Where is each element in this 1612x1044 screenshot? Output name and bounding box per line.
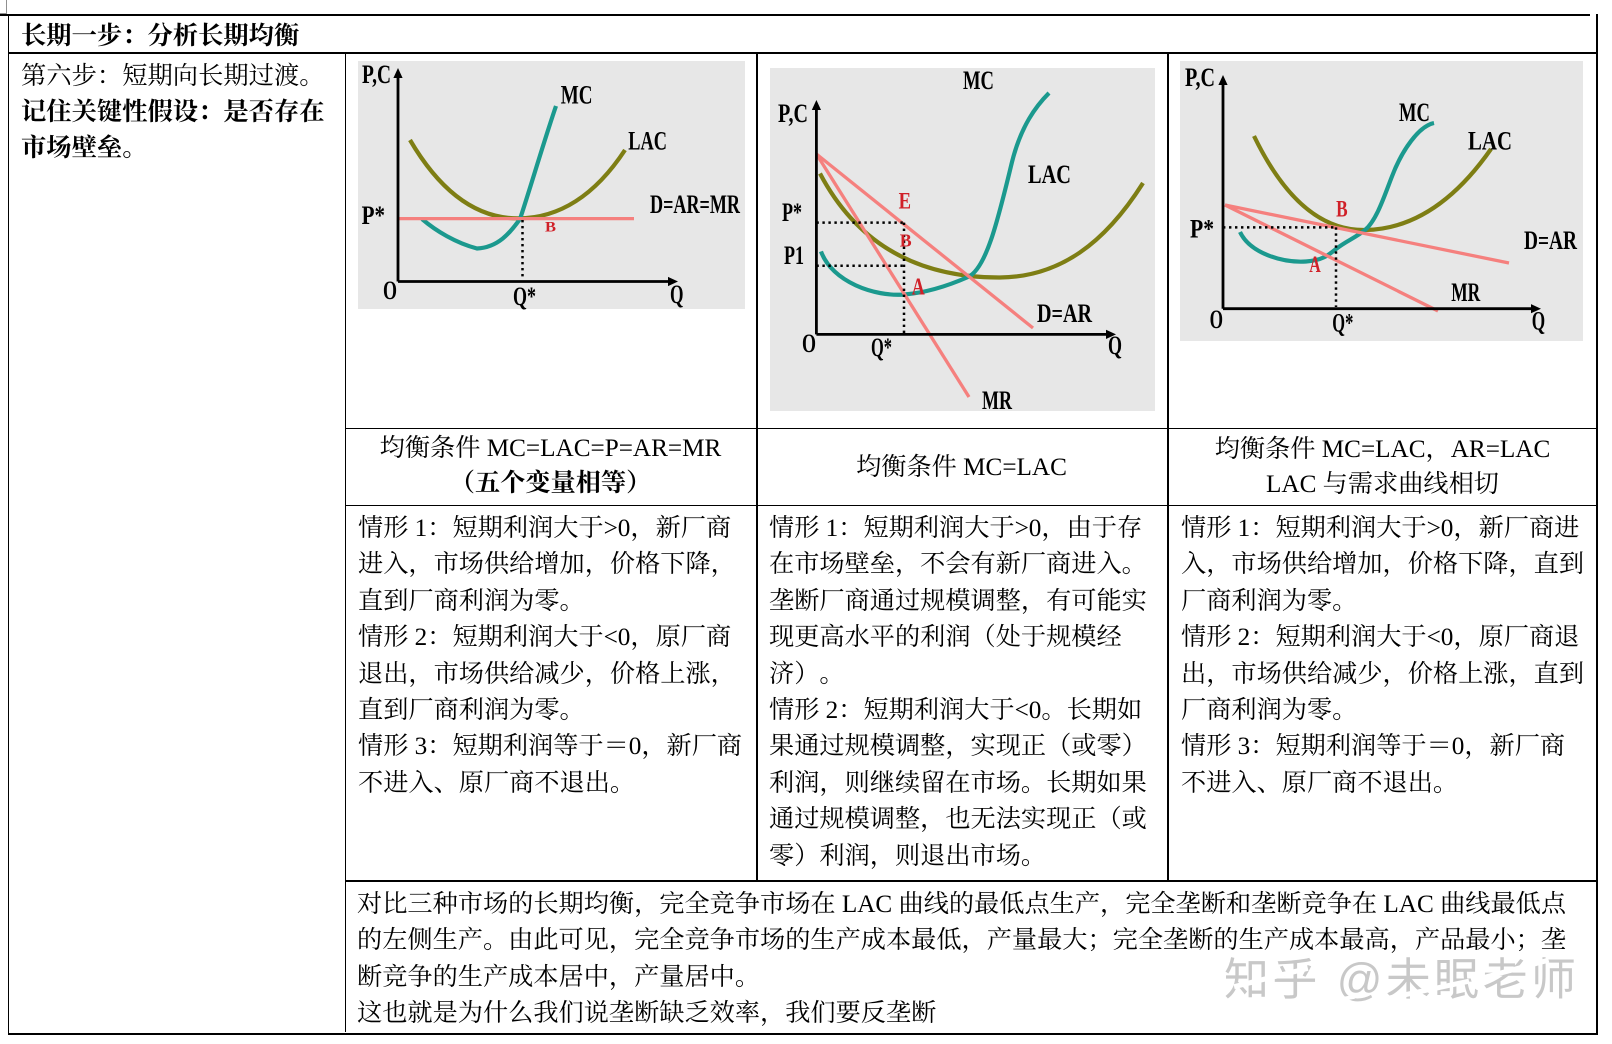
svg-text:O: O bbox=[802, 329, 816, 358]
svg-text:Q: Q bbox=[1108, 331, 1122, 360]
svg-text:P*: P* bbox=[782, 198, 802, 227]
svg-text:P,C: P,C bbox=[778, 99, 808, 128]
svg-text:LAC: LAC bbox=[1468, 127, 1512, 156]
svg-text:Q*: Q* bbox=[871, 333, 892, 362]
svg-text:MR: MR bbox=[1451, 278, 1480, 307]
svg-text:Q: Q bbox=[670, 280, 684, 309]
svg-text:A: A bbox=[912, 274, 925, 301]
svg-text:E: E bbox=[899, 189, 911, 215]
svg-text:O: O bbox=[1210, 305, 1223, 334]
svg-text:P,C: P,C bbox=[1185, 63, 1215, 92]
svg-text:Q: Q bbox=[1532, 307, 1545, 336]
svg-text:MC: MC bbox=[561, 80, 593, 109]
svg-text:A: A bbox=[1309, 252, 1321, 277]
svg-text:Q*: Q* bbox=[1332, 309, 1353, 338]
svg-text:D=AR: D=AR bbox=[1524, 226, 1577, 255]
svg-text:P*: P* bbox=[1190, 215, 1214, 244]
svg-text:D=AR=MR: D=AR=MR bbox=[650, 190, 740, 219]
svg-text:B: B bbox=[545, 220, 556, 236]
svg-text:B: B bbox=[1336, 197, 1348, 222]
svg-text:LAC: LAC bbox=[1028, 160, 1071, 189]
svg-text:P,C: P,C bbox=[362, 60, 391, 89]
svg-text:MC: MC bbox=[963, 66, 994, 95]
svg-text:B: B bbox=[900, 231, 912, 251]
svg-text:P*: P* bbox=[362, 201, 385, 230]
svg-text:O: O bbox=[383, 276, 397, 305]
svg-text:MC: MC bbox=[1399, 98, 1430, 127]
svg-text:Q*: Q* bbox=[513, 282, 536, 311]
svg-text:P1: P1 bbox=[784, 241, 804, 270]
svg-text:LAC: LAC bbox=[628, 127, 667, 156]
svg-text:MR: MR bbox=[982, 386, 1012, 415]
svg-text:D=AR: D=AR bbox=[1037, 299, 1092, 328]
